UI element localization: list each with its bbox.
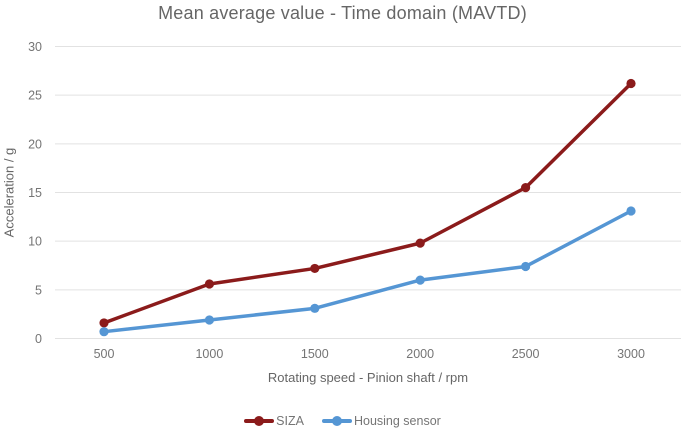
x-tick-label-1500: 1500 [301,347,329,361]
legend-item-housing-sensor: Housing sensor [321,414,441,428]
data-point-siza-1000 [204,279,214,289]
data-point-housing-sensor-2500 [521,261,531,272]
series-line-housing-sensor [102,209,633,334]
data-point-siza-3000 [626,78,636,89]
y-tick-label-20: 20 [28,137,42,151]
x-tick-label-2000: 2000 [406,347,434,361]
data-point-siza-500 [99,318,109,328]
data-point-housing-sensor-3000 [626,206,636,216]
legend-item-siza: SIZA [244,414,304,428]
data-point-siza-1500 [310,263,320,274]
x-tick-label-500: 500 [94,347,115,361]
legend-label-housing-sensor: Housing sensor [353,414,441,428]
y-tick-label-0: 0 [35,332,42,346]
data-point-housing-sensor-2000 [415,275,425,285]
y-tick-label-10: 10 [28,235,42,249]
y-tick-label-15: 15 [28,186,42,200]
x-tick-label-2500: 2500 [512,347,540,361]
data-point-housing-sensor-500 [99,327,109,337]
x-tick-label-1000: 1000 [195,347,223,361]
series-line-siza [102,81,633,325]
legend-dot-housing-sensor [331,416,342,426]
data-point-siza-2500 [521,183,531,193]
x-tick-label-3000: 3000 [617,347,645,361]
data-point-housing-sensor-1500 [310,303,320,313]
y-tick-label-25: 25 [28,89,42,103]
legend-label-siza: SIZA [276,414,304,428]
data-point-housing-sensor-1000 [204,315,214,325]
data-point-siza-2000 [415,238,425,248]
y-axis-title: Acceleration / g [1,147,17,238]
legend-dot-siza [254,416,265,426]
y-tick-label-30: 30 [28,40,42,54]
chart-title: Mean average value - Time domain (MAVTD) [158,3,527,23]
legend-marker-housing-sensor [321,416,352,426]
x-axis-title: Rotating speed - Pinion shaft / rpm [267,370,469,385]
legend: SIZA Housing sensor [0,414,685,428]
y-tick-label-5: 5 [35,283,42,297]
legend-marker-siza [244,416,275,426]
